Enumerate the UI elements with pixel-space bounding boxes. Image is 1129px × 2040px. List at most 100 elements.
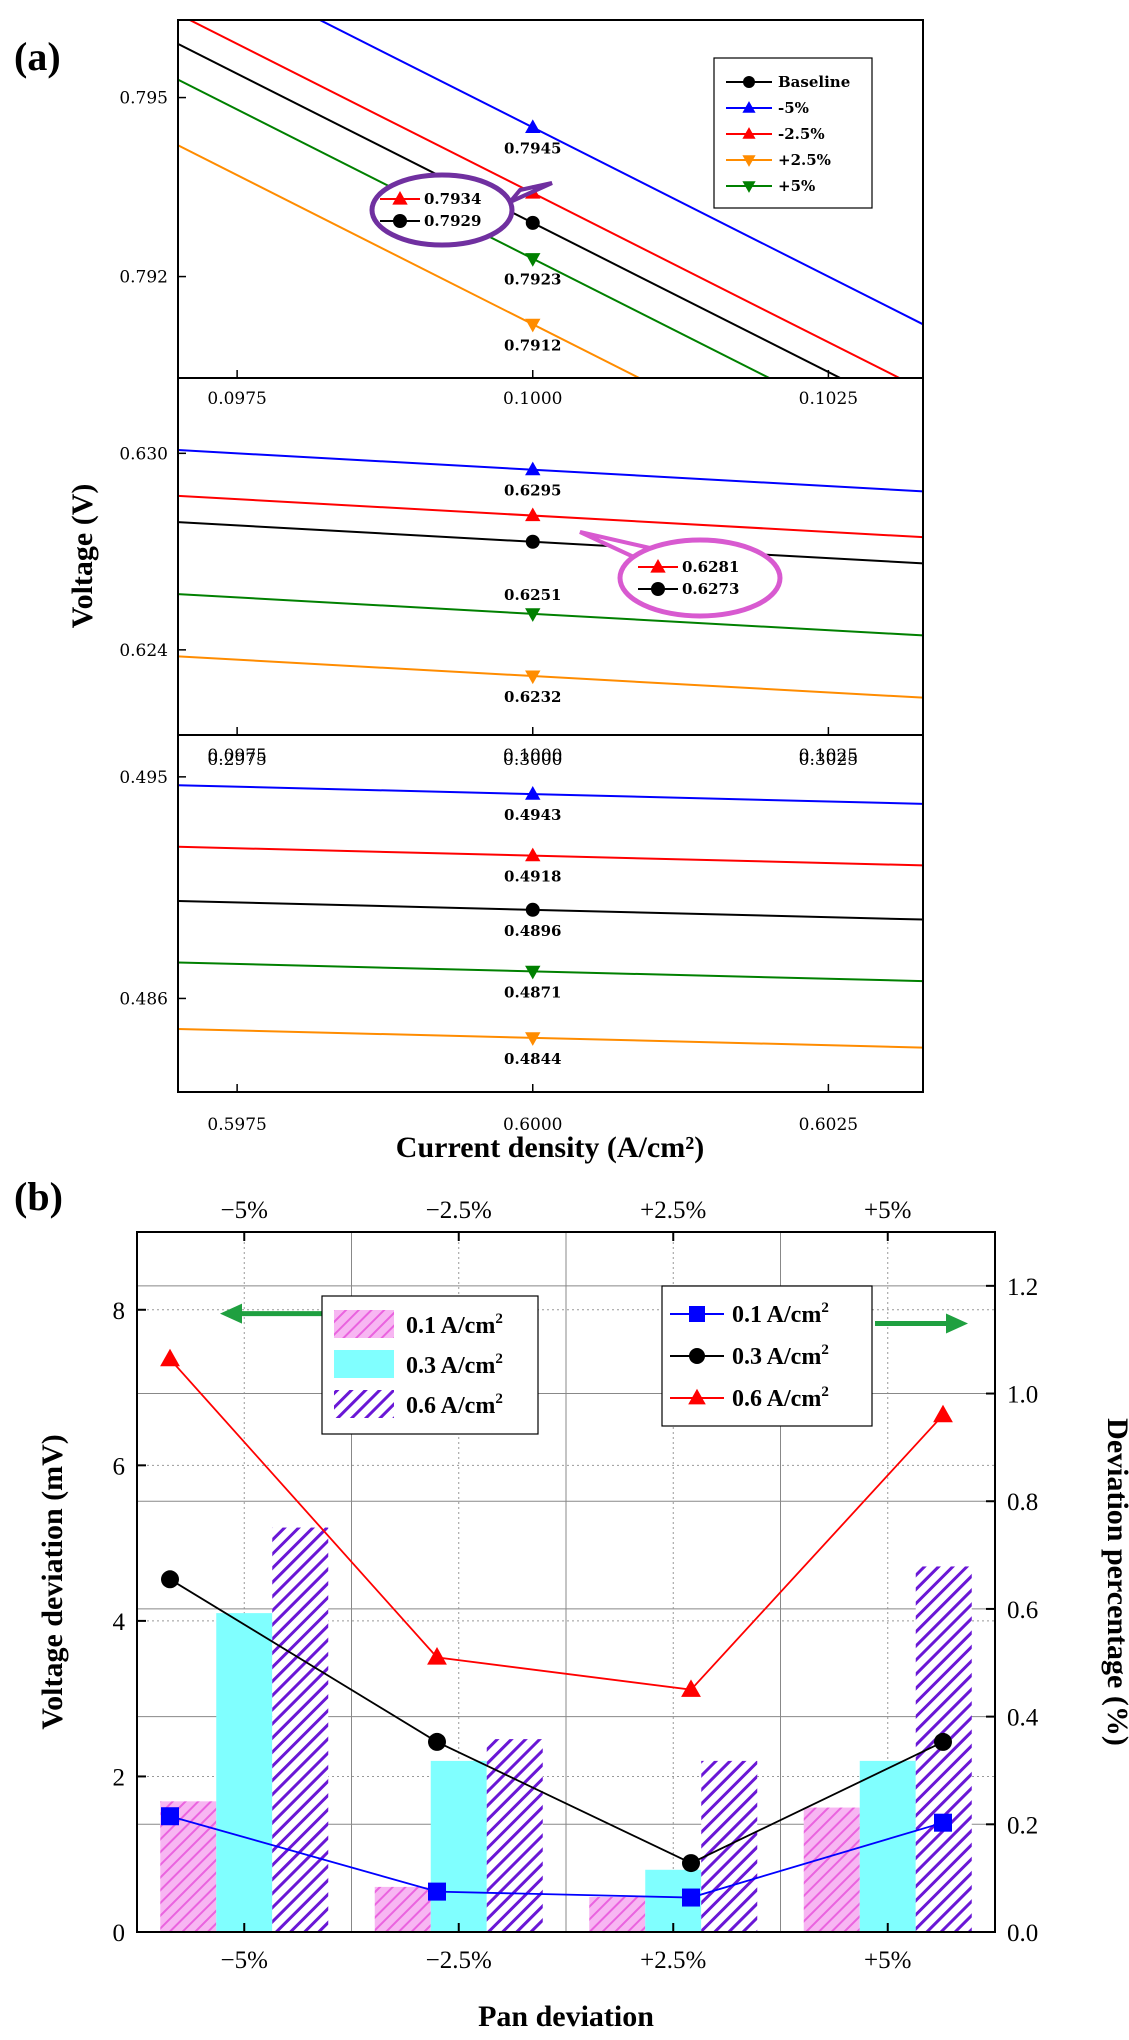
marker-+2.5% <box>525 1032 541 1046</box>
callout-bubble <box>617 537 783 619</box>
bar-0-1 <box>374 1886 431 1932</box>
bar-0-2 <box>589 1897 646 1932</box>
bar-2-1 <box>486 1739 543 1932</box>
bar-2-2 <box>701 1760 758 1932</box>
panel-b-label: (b) <box>14 1174 63 1219</box>
line-legend-label: 0.6 A/cm2 <box>732 1384 829 1412</box>
y-tick-label: 0.795 <box>119 89 168 109</box>
callout-value: 0.6273 <box>682 580 739 598</box>
series-line--2.5% <box>178 845 923 867</box>
series-line-+5% <box>178 593 923 637</box>
line-marker-0-3 <box>934 1813 952 1832</box>
bar-legend-label-text: 0.1 A/cm <box>406 1313 495 1339</box>
callout: 0.6281 0.6273 <box>579 530 783 619</box>
x-category-label: −2.5% <box>426 1947 492 1974</box>
bar-legend-label-text: 0.6 A/cm <box>406 1393 495 1419</box>
marker-+5% <box>525 965 541 980</box>
callout-tail <box>508 181 553 204</box>
callout-marker <box>650 558 666 573</box>
y-tick-label: 0.495 <box>119 768 168 788</box>
x-tick-label: 0.6025 <box>799 1115 858 1135</box>
line-marker-0-1 <box>428 1882 446 1901</box>
marker--2.5% <box>525 507 541 522</box>
legend-marker <box>742 181 756 193</box>
x-tick-label: 0.1025 <box>799 746 858 766</box>
line-legend-label-text: 0.6 A/cm <box>732 1386 821 1412</box>
line-marker-1-3 <box>934 1732 952 1751</box>
bar-legend-label-text: 0.3 A/cm <box>406 1353 495 1379</box>
data-label: 0.6295 <box>504 482 561 500</box>
y-left-tick-label: 2 <box>113 1764 126 1791</box>
bar-1-1 <box>430 1760 487 1932</box>
legend-label: -5% <box>778 99 809 117</box>
subplot-2: 0.0975 0.1000 0.1025 0.630 0.624 0.6295 0.6251… <box>119 377 924 766</box>
series-lines <box>178 20 923 378</box>
y-right-tick-label: 0.4 <box>1007 1705 1039 1732</box>
y-right-tick-label: 1.0 <box>1007 1382 1038 1409</box>
callout-marker <box>393 214 407 228</box>
x-tick-label: 0.1000 <box>503 389 562 409</box>
y-right-tick-label: 1.2 <box>1007 1274 1038 1301</box>
x-top-category-label: −5% <box>221 1197 268 1224</box>
y-axis-title: Voltage (V) <box>66 484 99 629</box>
bar-legend-swatch <box>334 1350 394 1378</box>
callout-marker <box>651 582 665 596</box>
panel-b: (b) 0 2 4 6 8 0.0 0.2 0.4 0.6 0.8 1.0 1.2 −5% −5% −2.5%… <box>14 1174 1129 2033</box>
line-legend-label-text: 0.1 A/cm <box>732 1302 821 1328</box>
x-category-label: −5% <box>221 1947 268 1974</box>
bar-1-0 <box>216 1613 273 1932</box>
line-marker-1-2 <box>682 1854 700 1873</box>
line-legend-marker <box>689 1306 705 1322</box>
line-marker-2-3 <box>933 1404 953 1423</box>
panel-a: (a) 0.0975 0.1000 0.1025 0.795 0.792 0.7945 0.7… <box>14 19 924 1164</box>
data-label: 0.4918 <box>504 868 561 886</box>
line-legend-label-sup: 2 <box>821 1384 829 1400</box>
y-tick-label: 0.630 <box>119 444 168 464</box>
lines <box>160 1348 953 1907</box>
y-tick-label: 0.486 <box>119 989 168 1009</box>
y-left-tick-label: 0 <box>113 1920 126 1947</box>
bars <box>160 1527 972 1932</box>
line-legend-label: 0.1 A/cm2 <box>732 1300 829 1328</box>
callout-marker <box>392 190 408 205</box>
data-label: 0.7923 <box>504 271 561 289</box>
axis-arrows <box>220 1303 968 1334</box>
line-marker-1-0 <box>161 1570 179 1589</box>
line-series-1 <box>169 1578 944 1865</box>
y-right-tick-label: 0.8 <box>1007 1489 1038 1516</box>
bar-2-0 <box>272 1527 329 1932</box>
line-marker-2-0 <box>160 1348 180 1367</box>
legend: Baseline -5% -2.5% +2.5% +5% <box>713 57 873 209</box>
y-tick-label: 0.792 <box>119 268 168 288</box>
x-category-label: +2.5% <box>640 1947 706 1974</box>
series-line--2.5% <box>178 494 923 539</box>
series-line--2.5% <box>187 20 902 378</box>
plot-frame <box>136 1231 996 1933</box>
marker--5% <box>525 786 541 800</box>
bar-legend-label: 0.3 A/cm2 <box>406 1351 503 1379</box>
bar-legend-label: 0.1 A/cm2 <box>406 1311 503 1339</box>
line-marker-0-2 <box>682 1888 700 1907</box>
marker-Baseline <box>525 215 540 230</box>
series-line-+5% <box>178 961 923 983</box>
legend-marker <box>742 127 756 139</box>
legend-label: -2.5% <box>778 125 825 143</box>
series-lines <box>178 784 923 1049</box>
x-top-category-label: +5% <box>864 1197 911 1224</box>
data-label: 0.4871 <box>504 983 561 1001</box>
y-right-tick-label: 0.0 <box>1007 1920 1038 1947</box>
bar-legend-label-sup: 2 <box>495 1351 503 1367</box>
x-tick-label: 0.1025 <box>799 389 858 409</box>
y-right-title: Deviation percentage (%) <box>1101 1418 1129 1746</box>
marker-Baseline <box>525 902 540 917</box>
x-tick-label: 0.0975 <box>207 389 266 409</box>
x-tick-label: 0.1000 <box>503 746 562 766</box>
series-line-Baseline <box>178 42 843 378</box>
bar-1-3 <box>859 1760 916 1932</box>
series-line-Baseline <box>178 521 923 565</box>
line-legend-marker <box>689 1348 705 1364</box>
line-legend-label-text: 0.3 A/cm <box>732 1344 821 1370</box>
marker-+2.5% <box>525 318 541 333</box>
series-line-Baseline <box>178 899 923 921</box>
